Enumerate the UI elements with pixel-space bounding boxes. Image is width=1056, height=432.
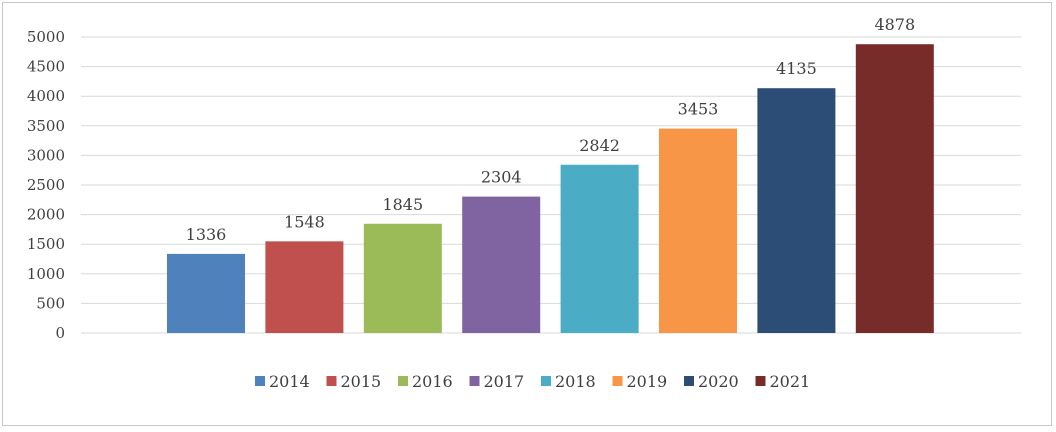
y-tick-label: 2500 [27, 176, 65, 194]
y-axis-tick-labels: 0 500 1000 1500 2000 2500 3000 3500 4000 4500 5000 [27, 28, 65, 342]
legend-swatch [755, 376, 766, 386]
bar-2014 [167, 253, 245, 333]
legend-label: 2019 [627, 372, 668, 391]
legend-swatch [255, 376, 265, 386]
bar-2019 [659, 128, 737, 333]
legend-item-2018: 2018 [541, 372, 596, 391]
y-tick-label: 4500 [27, 58, 65, 76]
chart-frame: 0 500 1000 1500 2000 2500 3000 3500 4000 4500 5000… [2, 2, 1052, 426]
legend-swatch [398, 376, 408, 386]
y-tick-label: 0 [55, 324, 65, 342]
data-label-2018: 2842 [579, 136, 620, 155]
bar-2021 [855, 44, 934, 333]
legend-item-2020: 2020 [684, 372, 739, 391]
legend-label: 2021 [770, 372, 811, 391]
y-tick-label: 2000 [27, 206, 65, 224]
legend-item-2015: 2015 [326, 372, 382, 391]
data-label-2015: 1548 [284, 212, 325, 231]
bar-2018 [560, 164, 639, 333]
legend-swatch [684, 376, 694, 386]
y-tick-label: 4000 [27, 87, 65, 105]
data-label-2021: 4878 [874, 15, 915, 34]
legend-item-2014: 2014 [255, 372, 310, 391]
legend-swatch [541, 376, 551, 386]
legend-swatch [612, 376, 623, 386]
y-tick-label: 5000 [27, 28, 65, 46]
legend-item-2019: 2019 [612, 372, 668, 391]
legend: 2014 2015 2016 2017 2018 2019 2020 2021 [255, 372, 810, 391]
bar-2016 [363, 223, 442, 333]
y-tick-label: 1500 [27, 235, 65, 253]
legend-label: 2017 [484, 372, 525, 391]
bar-2020 [757, 88, 836, 333]
y-tick-label: 3000 [27, 146, 65, 164]
legend-label: 2016 [412, 372, 453, 391]
y-tick-label: 3500 [27, 117, 65, 135]
y-tick-label: 500 [36, 294, 65, 312]
legend-item-2017: 2017 [469, 372, 525, 391]
data-label-2014: 1336 [186, 225, 227, 244]
legend-label: 2014 [269, 372, 310, 391]
legend-label: 2018 [555, 372, 596, 391]
bar-2017 [462, 196, 541, 333]
data-labels: 1336 1548 1845 2304 2842 3453 4135 4878 [186, 15, 916, 244]
legend-item-2021: 2021 [755, 372, 811, 391]
data-label-2019: 3453 [678, 100, 719, 119]
legend-item-2016: 2016 [398, 372, 453, 391]
data-label-2020: 4135 [776, 59, 817, 78]
y-tick-label: 1000 [27, 265, 65, 283]
legend-label: 2020 [698, 372, 739, 391]
legend-swatch [326, 376, 337, 386]
bar-2015 [265, 241, 344, 333]
data-label-2017: 2304 [481, 168, 522, 187]
legend-swatch [469, 376, 480, 386]
bars [167, 44, 934, 333]
legend-label: 2015 [341, 372, 382, 391]
bar-chart: 0 500 1000 1500 2000 2500 3000 3500 4000 4500 5000… [27, 15, 1021, 391]
data-label-2016: 1845 [382, 195, 423, 214]
